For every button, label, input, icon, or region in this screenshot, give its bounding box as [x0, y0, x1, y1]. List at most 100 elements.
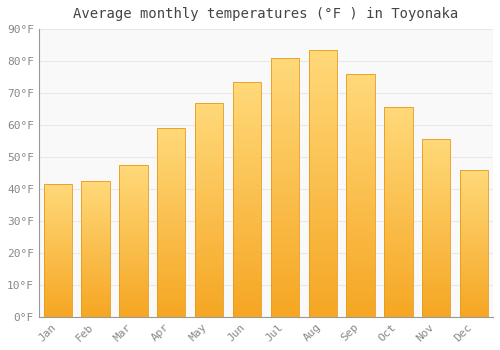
Bar — [119, 288, 148, 289]
Bar — [119, 256, 148, 258]
Bar — [82, 184, 110, 185]
Bar — [346, 171, 375, 174]
Bar — [157, 243, 186, 245]
Bar — [82, 195, 110, 196]
Bar — [422, 219, 450, 221]
Bar — [308, 85, 337, 87]
Bar — [460, 277, 488, 279]
Bar — [195, 182, 224, 184]
Bar — [157, 266, 186, 268]
Bar — [384, 166, 412, 168]
Bar — [82, 239, 110, 241]
Bar — [195, 184, 224, 186]
Bar — [195, 141, 224, 143]
Bar — [422, 189, 450, 191]
Bar — [119, 224, 148, 226]
Bar — [44, 216, 72, 217]
Bar — [44, 273, 72, 274]
Bar — [308, 271, 337, 274]
Bar — [422, 143, 450, 145]
Bar — [308, 258, 337, 261]
Bar — [384, 172, 412, 174]
Bar — [195, 223, 224, 225]
Bar — [422, 225, 450, 226]
Bar — [44, 224, 72, 225]
Bar — [308, 266, 337, 269]
Bar — [270, 130, 299, 133]
Bar — [195, 139, 224, 141]
Bar — [460, 176, 488, 177]
Bar — [119, 254, 148, 256]
Bar — [119, 176, 148, 177]
Bar — [270, 257, 299, 260]
Bar — [384, 310, 412, 313]
Bar — [82, 211, 110, 212]
Bar — [460, 198, 488, 199]
Bar — [270, 234, 299, 237]
Bar — [233, 263, 261, 265]
Bar — [157, 281, 186, 283]
Bar — [308, 242, 337, 245]
Bar — [346, 244, 375, 246]
Bar — [384, 116, 412, 118]
Bar — [119, 245, 148, 247]
Bar — [44, 192, 72, 194]
Bar — [384, 160, 412, 162]
Bar — [82, 312, 110, 313]
Bar — [195, 126, 224, 128]
Bar — [119, 302, 148, 303]
Bar — [308, 90, 337, 92]
Bar — [195, 263, 224, 265]
Bar — [233, 300, 261, 303]
Bar — [44, 207, 72, 208]
Bar — [157, 181, 186, 183]
Bar — [44, 310, 72, 312]
Bar — [195, 205, 224, 208]
Bar — [233, 89, 261, 91]
Bar — [346, 178, 375, 181]
Bar — [346, 161, 375, 164]
Bar — [384, 308, 412, 310]
Bar — [119, 274, 148, 276]
Bar — [119, 308, 148, 309]
Bar — [119, 282, 148, 284]
Bar — [82, 192, 110, 193]
Bar — [460, 239, 488, 240]
Bar — [460, 236, 488, 237]
Bar — [233, 98, 261, 100]
Bar — [157, 132, 186, 134]
Bar — [422, 292, 450, 294]
Bar — [422, 209, 450, 210]
Bar — [195, 180, 224, 182]
Bar — [195, 203, 224, 205]
Bar — [346, 200, 375, 203]
Bar — [44, 256, 72, 257]
Bar — [384, 122, 412, 124]
Bar — [270, 151, 299, 154]
Bar — [460, 287, 488, 289]
Bar — [346, 156, 375, 159]
Bar — [460, 177, 488, 178]
Bar — [346, 79, 375, 81]
Bar — [157, 273, 186, 275]
Bar — [82, 250, 110, 252]
Bar — [460, 196, 488, 198]
Bar — [460, 215, 488, 217]
Bar — [233, 112, 261, 115]
Bar — [82, 268, 110, 269]
Bar — [233, 267, 261, 270]
Bar — [44, 199, 72, 200]
Bar — [119, 226, 148, 227]
Bar — [460, 303, 488, 305]
Bar — [195, 274, 224, 276]
Bar — [195, 304, 224, 306]
Bar — [422, 141, 450, 143]
Bar — [119, 232, 148, 233]
Bar — [44, 261, 72, 262]
Bar — [270, 84, 299, 86]
Bar — [82, 258, 110, 260]
Bar — [460, 248, 488, 249]
Bar — [195, 160, 224, 162]
Bar — [119, 244, 148, 245]
Bar — [460, 270, 488, 271]
